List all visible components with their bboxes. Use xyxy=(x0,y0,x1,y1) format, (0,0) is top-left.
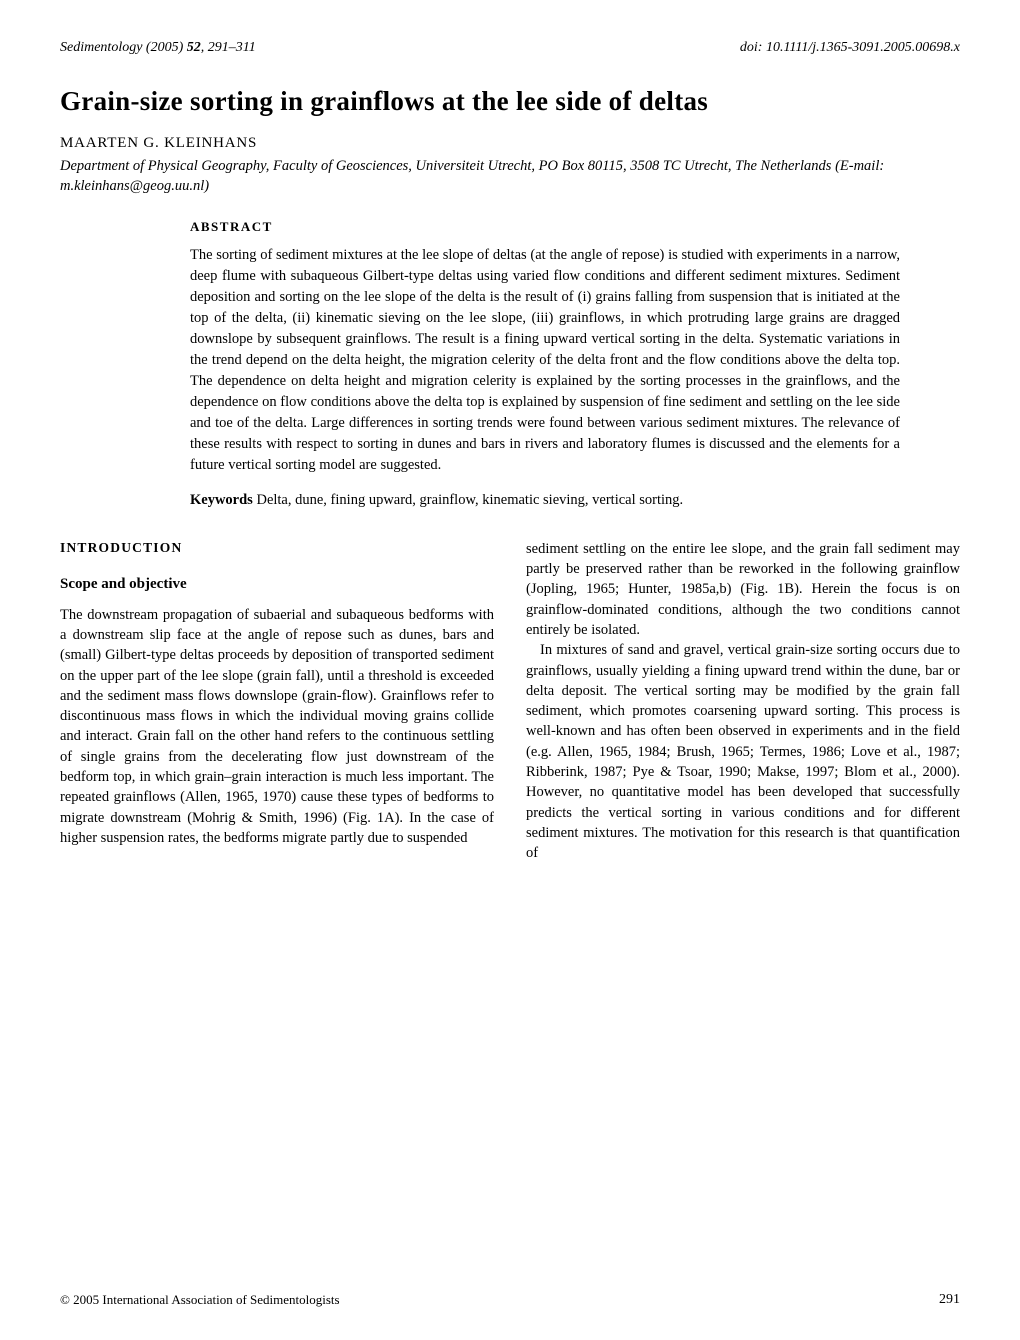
journal-name: Sedimentology xyxy=(60,40,142,55)
copyright-line: © 2005 International Association of Sedi… xyxy=(60,1292,340,1308)
doi: doi: 10.1111/j.1365-3091.2005.00698.x xyxy=(740,40,960,56)
journal-citation: Sedimentology (2005) 52, 291–311 xyxy=(60,40,256,56)
keywords-text: Delta, dune, fining upward, grainflow, k… xyxy=(253,492,683,508)
author-name: MAARTEN G. KLEINHANS xyxy=(60,135,960,152)
section-heading-introduction: INTRODUCTION xyxy=(60,539,494,558)
abstract-block: ABSTRACT The sorting of sediment mixture… xyxy=(190,219,900,511)
journal-year: (2005) xyxy=(146,40,183,55)
article-title: Grain-size sorting in grainflows at the … xyxy=(60,86,960,117)
page: Sedimentology (2005) 52, 291–311 doi: 10… xyxy=(0,0,1020,894)
keywords-label: Keywords xyxy=(190,492,253,508)
abstract-text: The sorting of sediment mixtures at the … xyxy=(190,245,900,476)
journal-volume: 52 xyxy=(187,40,201,55)
page-number: 291 xyxy=(939,1292,960,1308)
right-column: sediment settling on the entire lee slop… xyxy=(526,539,960,864)
left-column: INTRODUCTION Scope and objective The dow… xyxy=(60,539,494,864)
body-paragraph: In mixtures of sand and gravel, vertical… xyxy=(526,640,960,863)
keywords-line: Keywords Delta, dune, fining upward, gra… xyxy=(190,490,900,511)
body-paragraph: The downstream propagation of subaerial … xyxy=(60,605,494,849)
body-paragraph: sediment settling on the entire lee slop… xyxy=(526,539,960,640)
journal-pages: , 291–311 xyxy=(201,40,256,55)
abstract-heading: ABSTRACT xyxy=(190,219,900,235)
body-columns: INTRODUCTION Scope and objective The dow… xyxy=(60,539,960,864)
page-header: Sedimentology (2005) 52, 291–311 doi: 10… xyxy=(60,40,960,56)
page-footer: © 2005 International Association of Sedi… xyxy=(60,1292,960,1308)
author-affiliation: Department of Physical Geography, Facult… xyxy=(60,156,960,197)
subheading-scope: Scope and objective xyxy=(60,574,494,595)
